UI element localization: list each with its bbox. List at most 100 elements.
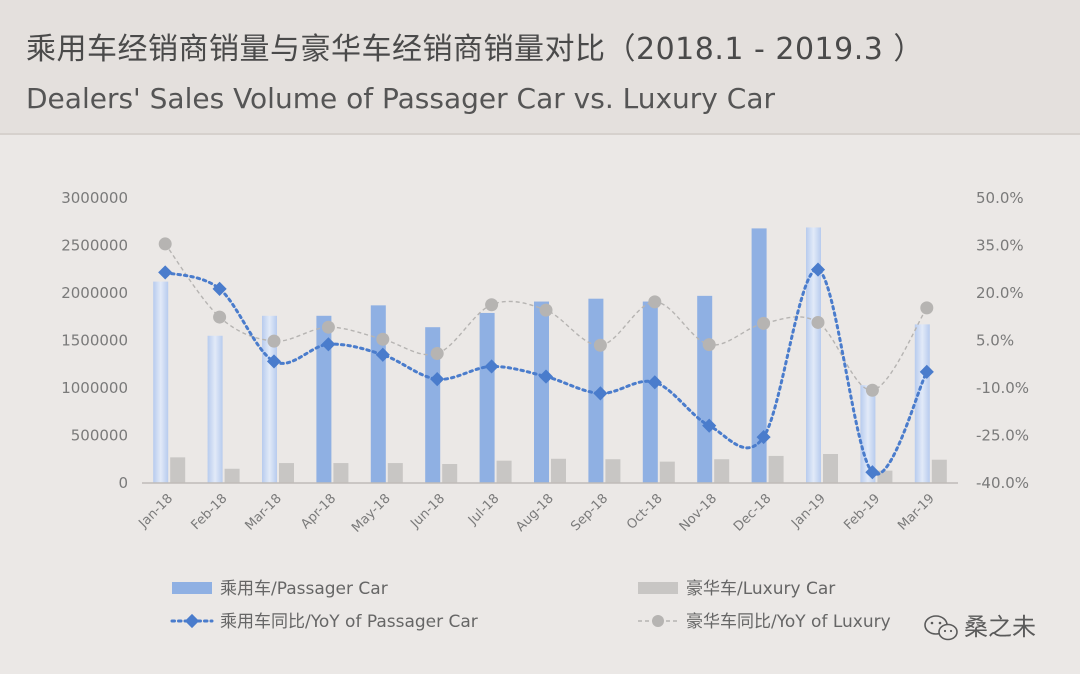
line-series <box>158 237 934 480</box>
legend-marker-luxury-yoy <box>652 615 664 627</box>
passenger-yoy-point <box>321 337 336 352</box>
passenger-yoy-point <box>593 386 608 401</box>
luxury-bar <box>387 463 403 483</box>
passenger-yoy-point <box>647 375 662 390</box>
chart-title-en: Dealers' Sales Volume of Passager Car vs… <box>26 82 775 115</box>
luxury-bar <box>442 464 458 483</box>
y-left-tick: 500000 <box>71 427 128 445</box>
x-tick-label: Feb-19 <box>841 491 883 533</box>
passenger-yoy-point <box>702 418 717 433</box>
luxury-bar <box>659 461 675 483</box>
y-left-tick: 1000000 <box>61 379 128 397</box>
luxury-bar <box>877 470 893 483</box>
luxury-yoy-point <box>430 346 444 360</box>
passenger-bar <box>316 315 332 483</box>
passenger-yoy-point <box>865 465 880 480</box>
luxury-bar <box>823 454 838 483</box>
x-tick-label: Jul-18 <box>465 491 502 528</box>
passenger-bar <box>806 227 821 483</box>
x-tick-label: Oct-18 <box>624 491 666 533</box>
y-left-tick: 3000000 <box>61 189 128 207</box>
luxury-yoy-point <box>485 298 499 312</box>
luxury-yoy-point <box>811 315 825 329</box>
y-left-tick: 2000000 <box>61 284 128 302</box>
luxury-bar <box>605 459 621 483</box>
y-left-tick: 2500000 <box>61 237 128 255</box>
luxury-bar <box>931 459 947 483</box>
luxury-yoy-point <box>321 320 335 334</box>
x-tick-label: Mar-18 <box>242 491 284 533</box>
luxury-yoy-point <box>267 334 281 348</box>
passenger-bar <box>860 385 876 483</box>
x-tick-label: Aug-18 <box>513 491 557 535</box>
passenger-yoy-point <box>484 359 499 374</box>
luxury-yoy-point <box>865 383 879 397</box>
passenger-yoy-line <box>163 268 929 476</box>
legend-label: 豪华车同比/YoY of Luxury <box>686 611 891 632</box>
legend-label: 乘用车/Passager Car <box>220 579 388 599</box>
passenger-yoy-point <box>538 369 554 384</box>
passenger-bar <box>370 305 386 483</box>
passenger-bar <box>697 295 713 483</box>
legend-marker-passenger-yoy <box>184 613 200 629</box>
luxury-bar <box>333 463 349 483</box>
passenger-yoy-point <box>266 354 282 369</box>
y-left-tick: 0 <box>118 474 128 492</box>
x-tick-label: Jun-18 <box>407 491 448 532</box>
legend-label: 乘用车同比/YoY of Passager Car <box>220 612 478 632</box>
y-right-tick: 35.0% <box>976 237 1024 255</box>
x-tick-label: Feb-18 <box>189 491 231 533</box>
luxury-bar <box>551 458 566 483</box>
x-tick-label: Dec-18 <box>731 491 774 534</box>
passenger-yoy-point <box>810 262 826 277</box>
luxury-bar <box>768 455 784 483</box>
luxury-yoy-point <box>648 295 662 309</box>
legend-swatch-passenger-bar <box>172 582 212 594</box>
x-tick-label: Apr-18 <box>298 491 339 532</box>
luxury-yoy-point <box>920 301 934 315</box>
chart-legend: 乘用车/Passager Car 豪华车/Luxury Car 乘用车同比/YoY … <box>170 578 891 632</box>
passenger-bar <box>534 301 549 483</box>
combo-chart: 0 500000 1000000 1500000 2000000 2500000 30000… <box>61 189 1036 641</box>
y-right-tick: 50.0% <box>976 189 1024 207</box>
luxury-bar <box>496 460 512 483</box>
passenger-bar <box>914 324 930 483</box>
x-tick-label: Jan-19 <box>788 491 829 532</box>
luxury-yoy-point <box>213 310 227 324</box>
watermark: 桑之未 <box>924 613 1036 641</box>
luxury-yoy-point <box>757 316 771 330</box>
luxury-yoy-point <box>376 332 390 346</box>
x-tick-label: Mar-19 <box>895 491 937 533</box>
luxury-yoy-point <box>539 303 553 317</box>
watermark-text: 桑之未 <box>964 613 1036 641</box>
luxury-yoy-line <box>164 243 928 391</box>
luxury-bar <box>279 463 294 483</box>
passenger-yoy-point <box>919 364 934 379</box>
luxury-yoy-point <box>702 338 716 352</box>
passenger-bar <box>425 327 441 483</box>
wechat-icon <box>924 615 958 641</box>
x-tick-label: Nov-18 <box>677 491 720 534</box>
y-left-tick: 1500000 <box>61 332 128 350</box>
bar-series <box>153 227 947 483</box>
passenger-bar <box>207 335 223 483</box>
x-tick-label: Sep-18 <box>568 491 611 534</box>
passenger-bar <box>153 281 169 483</box>
y-right-tick: 5.0% <box>976 332 1014 350</box>
chart-header: 乘用车经销商销量与豪华车经销商销量对比（2018.1 - 2019.3 ） De… <box>0 0 1080 135</box>
luxury-yoy-point <box>158 237 172 251</box>
legend-label: 豪华车/Luxury Car <box>686 578 835 599</box>
passenger-bar <box>751 228 767 483</box>
luxury-bar <box>170 457 186 483</box>
passenger-yoy-point <box>430 372 445 387</box>
chart-title-cn: 乘用车经销商销量与豪华车经销商销量对比（2018.1 - 2019.3 ） <box>26 32 924 67</box>
luxury-bar <box>224 468 240 483</box>
passenger-yoy-point <box>212 281 227 296</box>
y-right-tick: -40.0% <box>976 474 1029 492</box>
y-right-tick: -10.0% <box>976 379 1029 397</box>
luxury-yoy-point <box>593 338 607 352</box>
passenger-bar <box>642 301 658 483</box>
y-right-tick: 20.0% <box>976 284 1024 302</box>
legend-swatch-luxury-bar <box>638 582 678 594</box>
passenger-yoy-point <box>756 430 771 445</box>
